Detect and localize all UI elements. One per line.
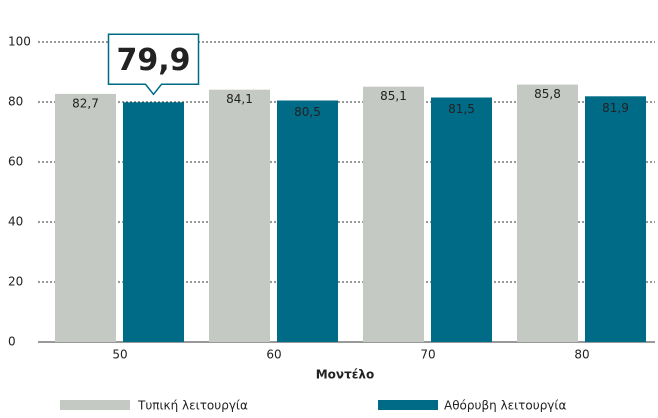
y-tick-label: 60 bbox=[8, 155, 23, 169]
legend-label: Τυπική λειτουργία bbox=[137, 399, 248, 413]
x-tick-label: 70 bbox=[420, 348, 435, 362]
value-label: 80,5 bbox=[294, 105, 321, 119]
bar bbox=[363, 86, 424, 342]
legend-swatch bbox=[60, 400, 130, 410]
x-tick-label: 50 bbox=[112, 348, 127, 362]
callout-box bbox=[107, 33, 200, 96]
value-label: 84,1 bbox=[226, 92, 253, 106]
bar bbox=[55, 93, 116, 343]
bar bbox=[517, 84, 578, 342]
y-tick-label: 80 bbox=[8, 95, 23, 109]
legend-label: Αθόρυβη λειτουργία bbox=[444, 399, 566, 413]
bar bbox=[209, 89, 270, 342]
x-tick-label: 80 bbox=[574, 348, 589, 362]
y-tick-label: 0 bbox=[8, 335, 16, 349]
x-axis-title: Μοντέλο bbox=[316, 368, 375, 382]
x-tick-label: 60 bbox=[266, 348, 281, 362]
value-label: 85,8 bbox=[534, 87, 561, 101]
value-label: 81,9 bbox=[602, 101, 629, 115]
callout-label: 79,9 bbox=[116, 43, 190, 78]
bar bbox=[585, 96, 646, 342]
value-label: 82,7 bbox=[72, 96, 99, 110]
bar bbox=[277, 100, 338, 342]
y-tick-label: 20 bbox=[8, 275, 23, 289]
y-tick-label: 100 bbox=[8, 35, 31, 49]
y-tick-label: 40 bbox=[8, 215, 23, 229]
value-label: 81,5 bbox=[448, 102, 475, 116]
value-label: 85,1 bbox=[380, 89, 407, 103]
legend-swatch bbox=[378, 400, 438, 410]
bar bbox=[431, 97, 492, 342]
bar bbox=[123, 102, 184, 342]
